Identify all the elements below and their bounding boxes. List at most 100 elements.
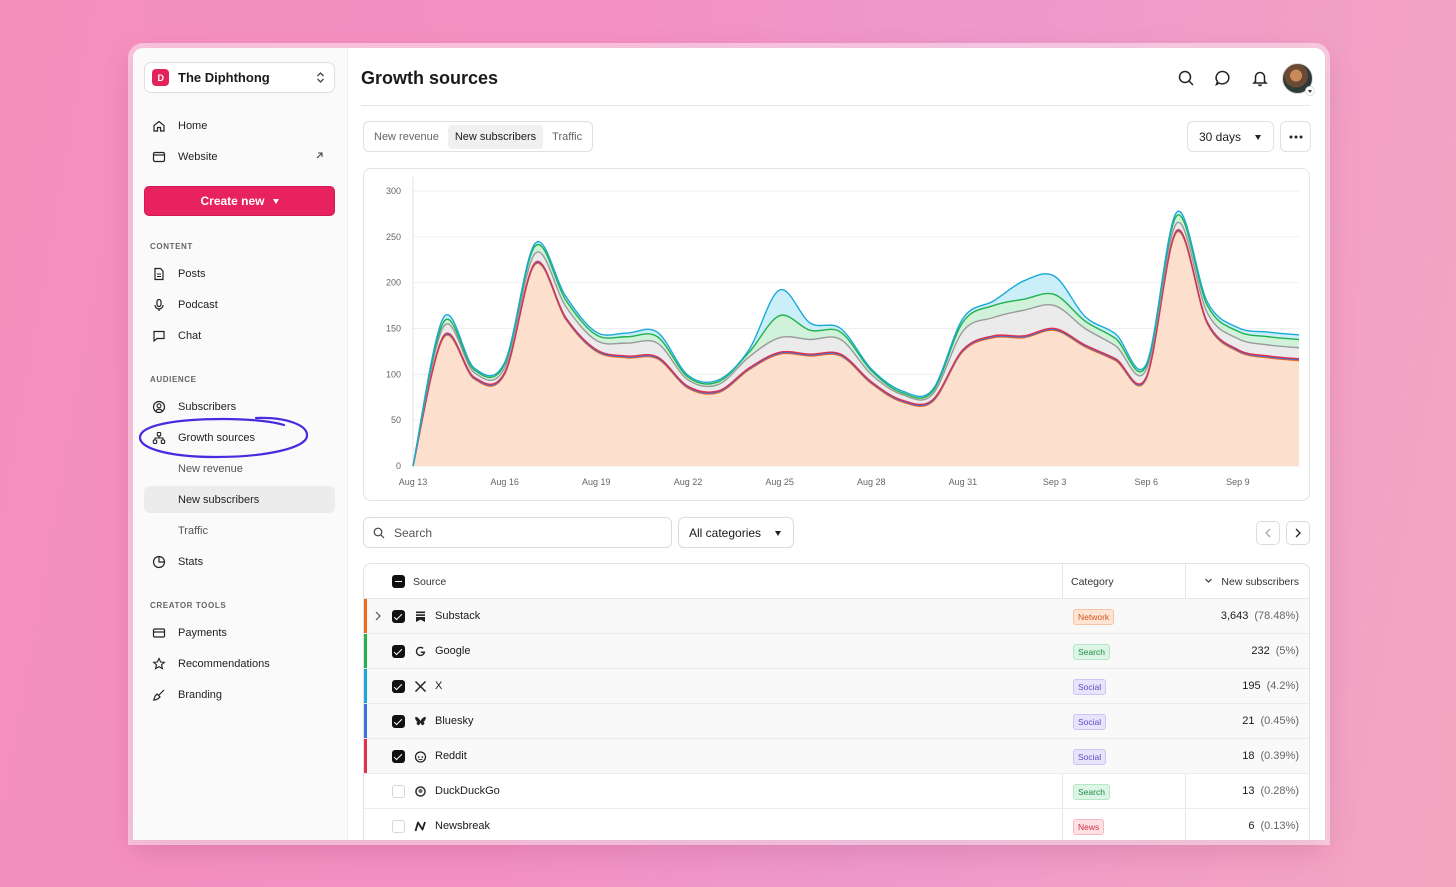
caret-down-icon (775, 531, 781, 536)
y-tick-label: 0 (396, 461, 401, 471)
category-badge: Social (1073, 679, 1107, 695)
next-page-button[interactable] (1286, 521, 1310, 545)
line-reddit (412, 229, 1300, 467)
area-other (413, 222, 1299, 466)
row-checkbox[interactable] (392, 750, 405, 763)
new-subscribers-value: 3,643 (78.48%) (1221, 610, 1299, 622)
sidebar-item-posts[interactable]: Posts (144, 260, 335, 287)
x-tick-label: Aug 13 (399, 477, 428, 487)
row-checkbox[interactable] (392, 680, 405, 693)
sidebar-item-recommendations[interactable]: Recommendations (144, 650, 335, 677)
line-other (412, 221, 1300, 467)
chevron-down-icon[interactable] (1305, 86, 1315, 96)
subscriber-percent: (0.28%) (1260, 785, 1299, 797)
row-checkbox[interactable] (392, 820, 405, 833)
credit-card-icon (152, 627, 166, 638)
x-tick-label: Sep 3 (1043, 477, 1067, 487)
table-row[interactable]: Google Search 232 (5%) (364, 634, 1309, 669)
x-icon (414, 680, 427, 693)
source-name[interactable]: X (435, 680, 443, 692)
sidebar-item-branding[interactable]: Branding (144, 681, 335, 708)
sidebar-item-label: Home (178, 119, 208, 132)
more-options-button[interactable] (1280, 121, 1311, 152)
sidebar-item-chat[interactable]: Chat (144, 322, 335, 349)
series-color-bar (364, 669, 367, 703)
sidebar: D The Diphthong Home Website Create new … (133, 48, 348, 840)
table-row[interactable]: Bluesky Social 21 (0.45%) (364, 704, 1309, 739)
create-new-button[interactable]: Create new (144, 186, 335, 216)
bluesky-icon (414, 715, 427, 728)
category-filter-select[interactable]: All categories (678, 517, 794, 548)
sort-chevron-down-icon (1205, 578, 1213, 583)
sidebar-subitem-traffic[interactable]: Traffic (144, 517, 335, 544)
publication-switcher[interactable]: D The Diphthong (144, 62, 335, 93)
source-name[interactable]: Substack (435, 610, 481, 622)
publication-logo: D (152, 69, 169, 86)
column-header-new-subscribers[interactable]: New subscribers (1205, 576, 1299, 588)
y-tick-label: 250 (386, 232, 401, 242)
date-range-value: 30 days (1199, 129, 1242, 144)
sidebar-item-label: Chat (178, 329, 202, 342)
expand-chevron-right-icon[interactable] (374, 611, 382, 621)
sidebar-item-home[interactable]: Home (144, 112, 335, 139)
source-name[interactable]: Reddit (435, 750, 467, 762)
row-checkbox[interactable] (392, 610, 405, 623)
sidebar-item-podcast[interactable]: Podcast (144, 291, 335, 318)
chat-bubble-icon[interactable] (1214, 69, 1232, 87)
tab-new-revenue[interactable]: New revenue (374, 130, 439, 143)
x-tick-label: Aug 31 (949, 477, 978, 487)
column-header-category[interactable]: Category (1071, 576, 1114, 588)
line-x (412, 210, 1300, 467)
sidebar-subitem-new-revenue[interactable]: New revenue (144, 455, 335, 482)
subscriber-count: 195 (1242, 680, 1261, 692)
caret-down-icon (272, 198, 279, 204)
date-range-select[interactable]: 30 days (1187, 121, 1274, 152)
substack-icon (414, 610, 427, 623)
table-row[interactable]: X Social 195 (4.2%) (364, 669, 1309, 704)
tab-new-subscribers[interactable]: New subscribers (447, 124, 544, 149)
search-input[interactable] (394, 525, 654, 540)
sidebar-item-label: New subscribers (178, 493, 260, 506)
select-all-checkbox[interactable] (392, 575, 405, 588)
previous-page-button[interactable] (1256, 521, 1280, 545)
home-icon (153, 120, 165, 132)
row-checkbox[interactable] (392, 785, 405, 798)
sidebar-item-label: Traffic (178, 524, 208, 537)
growth-chart-card: 0 50 100 150 200 250 300 Aug 13 Aug 16 Aug 19 Aug … (363, 168, 1310, 501)
column-header-source[interactable]: Source (413, 576, 447, 588)
new-subscribers-value: 6 (0.13%) (1248, 820, 1299, 832)
create-new-label: Create new (200, 194, 265, 208)
source-name[interactable]: Newsbreak (435, 820, 491, 832)
subscriber-percent: (0.45%) (1260, 715, 1299, 727)
sidebar-subitem-new-subscribers[interactable]: New subscribers (144, 486, 335, 513)
ellipsis-icon (1289, 135, 1302, 138)
sidebar-item-stats[interactable]: Stats (144, 548, 335, 575)
sidebar-item-payments[interactable]: Payments (144, 619, 335, 646)
category-badge: Search (1073, 644, 1110, 660)
new-subscribers-value: 232 (5%) (1251, 645, 1299, 657)
x-tick-label: Aug 19 (582, 477, 611, 487)
sidebar-item-growth-sources[interactable]: Growth sources (144, 424, 335, 451)
table-row[interactable]: Reddit Social 18 (0.39%) (364, 739, 1309, 774)
app-window: D The Diphthong Home Website Create new … (133, 48, 1325, 840)
table-row[interactable]: Newsbreak News 6 (0.13%) (364, 809, 1309, 840)
row-checkbox[interactable] (392, 645, 405, 658)
sidebar-item-label: New revenue (178, 462, 243, 475)
series-color-bar (364, 739, 367, 773)
search-icon[interactable] (1177, 69, 1195, 87)
microphone-icon (154, 298, 164, 311)
bell-icon[interactable] (1251, 69, 1269, 87)
sidebar-item-website[interactable]: Website (144, 143, 335, 170)
tab-traffic[interactable]: Traffic (552, 130, 583, 143)
table-row[interactable]: Substack Network 3,643 (78.48%) (364, 599, 1309, 634)
reddit-icon (414, 750, 427, 763)
source-name[interactable]: Bluesky (435, 715, 474, 727)
table-row[interactable]: DuckDuckGo Search 13 (0.28%) (364, 774, 1309, 809)
row-checkbox[interactable] (392, 715, 405, 728)
source-name[interactable]: DuckDuckGo (435, 785, 500, 797)
sidebar-item-label: Website (178, 150, 218, 163)
growth-chart: 0 50 100 150 200 250 300 Aug 13 Aug 16 Aug 19 Aug … (386, 177, 1300, 487)
source-name[interactable]: Google (435, 645, 471, 657)
sidebar-item-subscribers[interactable]: Subscribers (144, 393, 335, 420)
x-tick-label: Aug 22 (674, 477, 703, 487)
